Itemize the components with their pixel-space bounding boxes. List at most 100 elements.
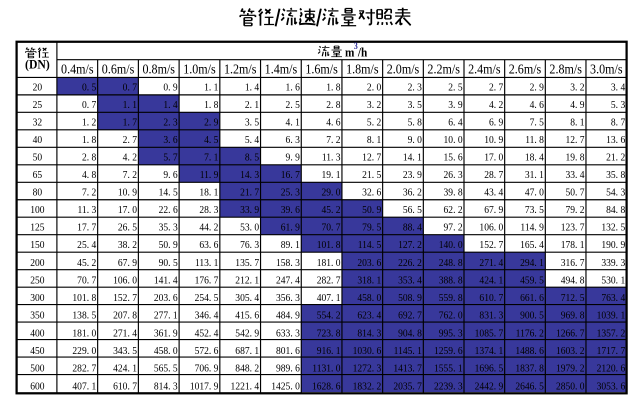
svg-text:1. 1: 1. 1 [204,82,218,94]
svg-text:339. 3: 339. 3 [601,257,625,269]
svg-text:282. 7: 282. 7 [317,275,341,287]
svg-text:11. 3: 11. 3 [78,205,97,217]
svg-text:1. 4: 1. 4 [245,82,259,94]
svg-text:19. 8: 19. 8 [566,152,585,164]
svg-text:494. 8: 494. 8 [561,275,585,287]
svg-text:3: 3 [354,41,358,52]
svg-text:1374. 1: 1374. 1 [475,346,504,358]
svg-text:1717. 7: 1717. 7 [597,346,626,358]
svg-text:407. 1: 407. 1 [72,381,96,393]
svg-text:4. 2: 4. 2 [489,100,503,112]
svg-text:21. 7: 21. 7 [240,187,259,199]
svg-text:2.2m/s: 2.2m/s [427,62,460,77]
svg-text:450: 450 [30,346,44,358]
svg-text:63. 6: 63. 6 [199,240,218,252]
svg-text:2. 3: 2. 3 [163,117,177,129]
svg-text:3. 5: 3. 5 [408,100,422,112]
svg-text:140. 0: 140. 0 [439,240,463,252]
svg-text:1555. 1: 1555. 1 [434,363,463,375]
svg-text:458. 0: 458. 0 [357,293,381,305]
svg-text:21. 5: 21. 5 [362,170,381,182]
svg-text:6. 9: 6. 9 [489,117,503,129]
svg-text:0.6m/s: 0.6m/s [102,62,135,77]
svg-text:4. 6: 4. 6 [530,100,544,112]
svg-text:25. 4: 25. 4 [77,240,96,252]
svg-text:900. 5: 900. 5 [520,310,544,322]
svg-text:43. 4: 43. 4 [484,187,503,199]
svg-text:127. 2: 127. 2 [398,240,422,252]
svg-text:692. 7: 692. 7 [398,310,422,322]
svg-text:203. 6: 203. 6 [154,293,178,305]
svg-text:1837. 8: 1837. 8 [515,363,544,375]
svg-text:1. 1: 1. 1 [123,100,137,112]
svg-text:706. 9: 706. 9 [195,363,219,375]
svg-text:969. 8: 969. 8 [561,310,585,322]
svg-text:10. 0: 10. 0 [444,135,463,147]
svg-text:848. 2: 848. 2 [235,363,259,375]
svg-text:12. 7: 12. 7 [566,135,585,147]
svg-text:158. 3: 158. 3 [276,257,300,269]
svg-text:1413. 7: 1413. 7 [393,363,422,375]
svg-text:79. 2: 79. 2 [566,205,585,217]
svg-text:181. 0: 181. 0 [72,328,96,340]
svg-text:45. 2: 45. 2 [77,257,96,269]
svg-text:2. 5: 2. 5 [286,100,300,112]
svg-text:25. 3: 25. 3 [281,187,300,199]
svg-text:1017. 9: 1017. 9 [190,381,219,393]
svg-text:5. 7: 5. 7 [163,152,177,164]
svg-text:106. 0: 106. 0 [113,275,137,287]
svg-text:350: 350 [30,310,44,322]
svg-text:10. 9: 10. 9 [118,187,137,199]
svg-text:8. 1: 8. 1 [367,135,381,147]
svg-text:m: m [345,45,354,60]
svg-text:141. 4: 141. 4 [154,275,178,287]
svg-text:226. 2: 226. 2 [398,257,422,269]
svg-text:1272. 3: 1272. 3 [353,363,382,375]
svg-text:32. 6: 32. 6 [362,187,381,199]
svg-text:1. 8: 1. 8 [204,100,218,112]
svg-text:723. 8: 723. 8 [317,328,341,340]
svg-text:282. 7: 282. 7 [72,363,96,375]
svg-text:7. 5: 7. 5 [530,117,544,129]
svg-text:542. 9: 542. 9 [235,328,259,340]
svg-text:97. 2: 97. 2 [444,222,463,234]
svg-text:70. 7: 70. 7 [321,222,340,234]
svg-text:1. 2: 1. 2 [82,117,96,129]
svg-text:2035. 7: 2035. 7 [393,381,422,393]
svg-text:0. 7: 0. 7 [123,82,137,94]
svg-text:2.8m/s: 2.8m/s [549,62,582,77]
svg-text:3. 9: 3. 9 [448,100,462,112]
svg-text:65: 65 [33,170,43,182]
svg-text:135. 7: 135. 7 [235,257,259,269]
svg-text:18. 1: 18. 1 [199,187,218,199]
svg-text:305. 4: 305. 4 [235,293,259,305]
svg-text:35. 3: 35. 3 [159,222,178,234]
svg-text:8. 5: 8. 5 [245,152,259,164]
svg-text:3. 4: 3. 4 [611,82,625,94]
svg-text:114. 5: 114. 5 [358,240,381,252]
svg-text:11. 9: 11. 9 [200,170,219,182]
svg-text:353. 4: 353. 4 [398,275,422,287]
svg-text:2. 8: 2. 8 [82,152,96,164]
svg-text:1425. 0: 1425. 0 [271,381,300,393]
svg-text:132. 5: 132. 5 [601,222,625,234]
svg-text:610. 7: 610. 7 [113,381,137,393]
svg-text:150: 150 [30,240,44,252]
svg-text:687. 1: 687. 1 [235,346,259,358]
svg-text:53. 0: 53. 0 [240,222,259,234]
svg-text:17. 0: 17. 0 [118,205,137,217]
svg-text:10. 9: 10. 9 [484,135,503,147]
svg-text:31. 1: 31. 1 [525,170,544,182]
svg-text:3. 2: 3. 2 [570,82,584,94]
svg-text:559. 8: 559. 8 [439,293,463,305]
svg-text:100: 100 [30,205,44,217]
svg-text:407. 1: 407. 1 [317,293,341,305]
svg-text:79. 5: 79. 5 [362,222,381,234]
svg-text:2. 5: 2. 5 [448,82,462,94]
svg-text:33. 9: 33. 9 [240,205,259,217]
svg-text:76. 3: 76. 3 [240,240,259,252]
svg-text:15. 6: 15. 6 [444,152,463,164]
svg-text:123. 7: 123. 7 [561,222,585,234]
svg-text:101. 8: 101. 8 [317,240,341,252]
svg-text:7. 1: 7. 1 [204,152,218,164]
